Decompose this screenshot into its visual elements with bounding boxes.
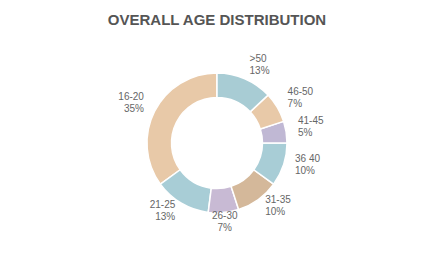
- svg-text:41-455%: 41-455%: [298, 115, 324, 138]
- svg-text:>5013%: >5013%: [250, 53, 270, 76]
- svg-text:16-2035%: 16-2035%: [118, 91, 144, 114]
- svg-text:21-2513%: 21-2513%: [150, 199, 176, 222]
- svg-text:46-507%: 46-507%: [288, 86, 314, 109]
- svg-text:31-3510%: 31-3510%: [265, 194, 291, 217]
- svg-text:36 4010%: 36 4010%: [295, 153, 320, 176]
- svg-text:26-307%: 26-307%: [212, 210, 238, 233]
- html-text:OVERALL AGE DISTRIBUTION: OVERALL AGE DISTRIBUTION: [107, 11, 327, 28]
